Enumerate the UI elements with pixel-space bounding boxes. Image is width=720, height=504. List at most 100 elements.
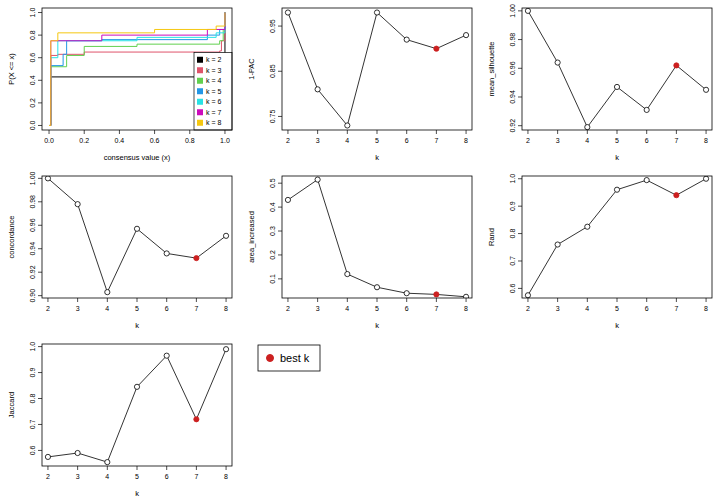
legend-label: k = 7 xyxy=(206,109,221,116)
x-tick xyxy=(436,298,437,302)
legend-box xyxy=(194,53,232,131)
x-tick xyxy=(166,298,167,302)
legend: k = 2k = 3k = 4k = 5k = 6k = 7k = 8 xyxy=(194,53,232,131)
plot-frame xyxy=(42,344,232,466)
x-tick xyxy=(196,298,197,302)
y-tick xyxy=(38,35,42,36)
y-tick xyxy=(38,12,42,13)
x-tick xyxy=(646,130,647,134)
x-tick-label: 0.4 xyxy=(115,137,125,144)
point xyxy=(703,87,708,92)
plot-frame xyxy=(522,176,712,298)
x-tick-label: 7 xyxy=(194,305,198,312)
x-tick xyxy=(77,298,78,302)
legend-swatch xyxy=(197,67,203,73)
x-tick-label: 2 xyxy=(46,305,50,312)
x-tick xyxy=(617,298,618,302)
x-tick xyxy=(377,130,378,134)
legend-swatch xyxy=(197,109,203,115)
point xyxy=(345,123,350,128)
x-tick xyxy=(587,130,588,134)
x-tick xyxy=(466,130,467,134)
x-tick xyxy=(77,466,78,470)
plot-area xyxy=(525,176,708,298)
x-tick xyxy=(47,298,48,302)
point xyxy=(45,454,50,459)
x-tick-label: 5 xyxy=(615,137,619,144)
point xyxy=(585,224,590,229)
point xyxy=(315,177,320,182)
y-tick xyxy=(38,201,42,202)
x-tick-label: 6 xyxy=(645,137,649,144)
plot-frame xyxy=(42,8,232,130)
x-tick xyxy=(47,466,48,470)
y-tick-label: 0.7 xyxy=(509,256,516,266)
x-tick xyxy=(706,130,707,134)
y-tick xyxy=(278,278,282,279)
point xyxy=(463,33,468,38)
legend-label: best k xyxy=(280,352,310,364)
legend-label: k = 3 xyxy=(206,67,221,74)
y-tick-label: 1.0 xyxy=(29,342,36,352)
x-tick-label: 7 xyxy=(674,305,678,312)
y-tick-label: 0.2 xyxy=(29,98,36,108)
y-tick xyxy=(38,424,42,425)
x-tick-label: 4 xyxy=(345,137,349,144)
y-tick xyxy=(518,96,522,97)
y-tick xyxy=(38,272,42,273)
line xyxy=(48,349,226,462)
y-tick xyxy=(38,398,42,399)
x-tick-label: 0.2 xyxy=(79,137,89,144)
x-tick xyxy=(436,130,437,134)
x-tick xyxy=(557,298,558,302)
y-tick xyxy=(518,178,522,179)
legend: best k xyxy=(258,345,320,371)
y-tick-label: 0.90 xyxy=(29,289,36,303)
figure: 0.00.20.40.60.81.00.00.20.40.60.81.0cons… xyxy=(0,0,720,504)
x-tick-label: 2 xyxy=(46,473,50,480)
line xyxy=(48,178,226,292)
point xyxy=(404,291,409,296)
y-tick xyxy=(278,254,282,255)
point xyxy=(285,197,290,202)
x-tick-label: 6 xyxy=(165,473,169,480)
point xyxy=(223,347,228,352)
y-tick-label: 0.7 xyxy=(29,419,36,429)
x-axis-label: k xyxy=(615,321,619,330)
x-tick xyxy=(107,466,108,470)
y-axis-label: concordance xyxy=(7,216,16,259)
y-tick-label: 1.00 xyxy=(509,4,516,18)
x-tick xyxy=(617,130,618,134)
point xyxy=(644,178,649,183)
x-tick xyxy=(49,130,50,134)
plot-frame xyxy=(282,176,472,298)
plot-area xyxy=(45,176,228,295)
x-tick-label: 2 xyxy=(286,305,290,312)
x-tick xyxy=(317,298,318,302)
x-tick-label: 8 xyxy=(704,137,708,144)
x-tick xyxy=(287,298,288,302)
point xyxy=(614,84,619,89)
x-tick-label: 5 xyxy=(135,305,139,312)
y-tick-label: 0.9 xyxy=(29,368,36,378)
x-tick-label: 8 xyxy=(224,305,228,312)
y-tick-label: 0.1 xyxy=(269,274,276,284)
point xyxy=(105,460,110,465)
point xyxy=(525,293,530,298)
y-tick xyxy=(518,206,522,207)
x-tick xyxy=(406,298,407,302)
x-tick xyxy=(646,298,647,302)
y-tick-label: 1.0 xyxy=(29,8,36,18)
x-tick-label: 6 xyxy=(645,305,649,312)
y-tick-label: 0.75 xyxy=(269,110,276,124)
x-tick xyxy=(587,298,588,302)
point xyxy=(134,384,139,389)
x-tick xyxy=(406,130,407,134)
plot-area xyxy=(525,8,708,129)
point xyxy=(463,294,468,298)
legend-swatch xyxy=(197,120,203,126)
x-tick-label: 7 xyxy=(674,137,678,144)
x-axis-label: consensus value (x) xyxy=(104,153,171,162)
x-tick-label: 5 xyxy=(135,473,139,480)
point xyxy=(674,193,679,198)
